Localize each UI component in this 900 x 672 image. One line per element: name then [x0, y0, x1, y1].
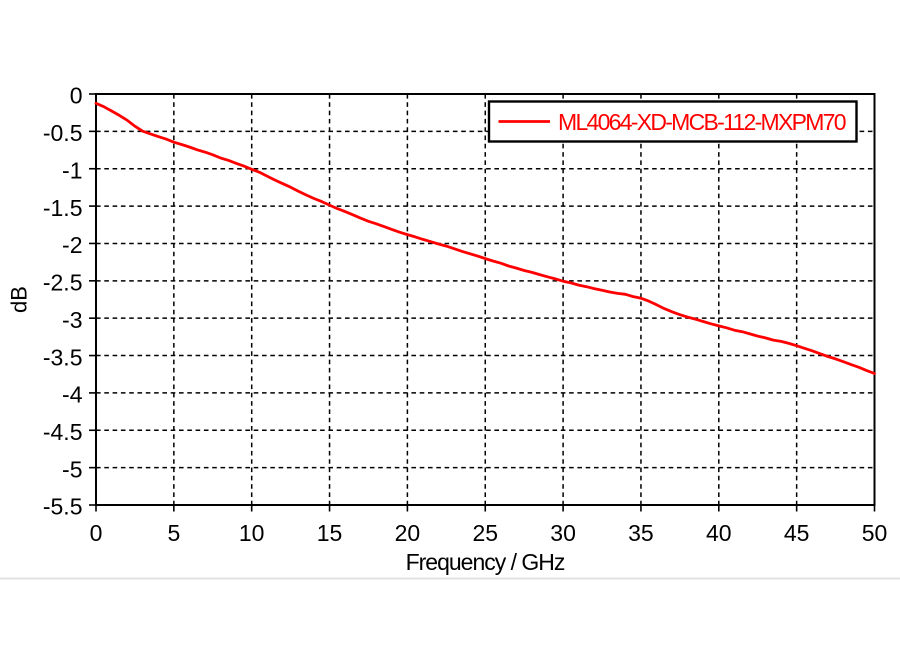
svg-text:-2.5: -2.5 [43, 270, 83, 296]
svg-text:-4.5: -4.5 [43, 419, 83, 445]
svg-text:5: 5 [167, 520, 180, 546]
svg-text:0: 0 [90, 520, 103, 546]
svg-text:-1.5: -1.5 [43, 195, 83, 221]
svg-text:-3.5: -3.5 [43, 344, 83, 370]
svg-text:ML4064-XD-MCB-112-MXPM70: ML4064-XD-MCB-112-MXPM70 [558, 109, 846, 135]
svg-text:-2: -2 [62, 232, 82, 258]
svg-text:-4: -4 [62, 382, 83, 408]
svg-text:-0.5: -0.5 [43, 120, 83, 146]
svg-text:dB: dB [7, 286, 32, 313]
svg-text:20: 20 [395, 520, 421, 546]
svg-text:-3: -3 [62, 307, 82, 333]
svg-text:45: 45 [784, 520, 810, 546]
svg-text:25: 25 [472, 520, 498, 546]
svg-text:10: 10 [239, 520, 265, 546]
svg-text:0: 0 [70, 83, 83, 109]
svg-text:40: 40 [706, 520, 732, 546]
svg-text:35: 35 [628, 520, 654, 546]
svg-text:-5: -5 [62, 456, 82, 482]
svg-text:Frequency / GHz: Frequency / GHz [406, 549, 565, 575]
svg-text:30: 30 [550, 520, 576, 546]
svg-text:50: 50 [862, 520, 888, 546]
svg-text:15: 15 [317, 520, 343, 546]
svg-text:-5.5: -5.5 [43, 494, 83, 520]
svg-text:-1: -1 [62, 157, 82, 183]
